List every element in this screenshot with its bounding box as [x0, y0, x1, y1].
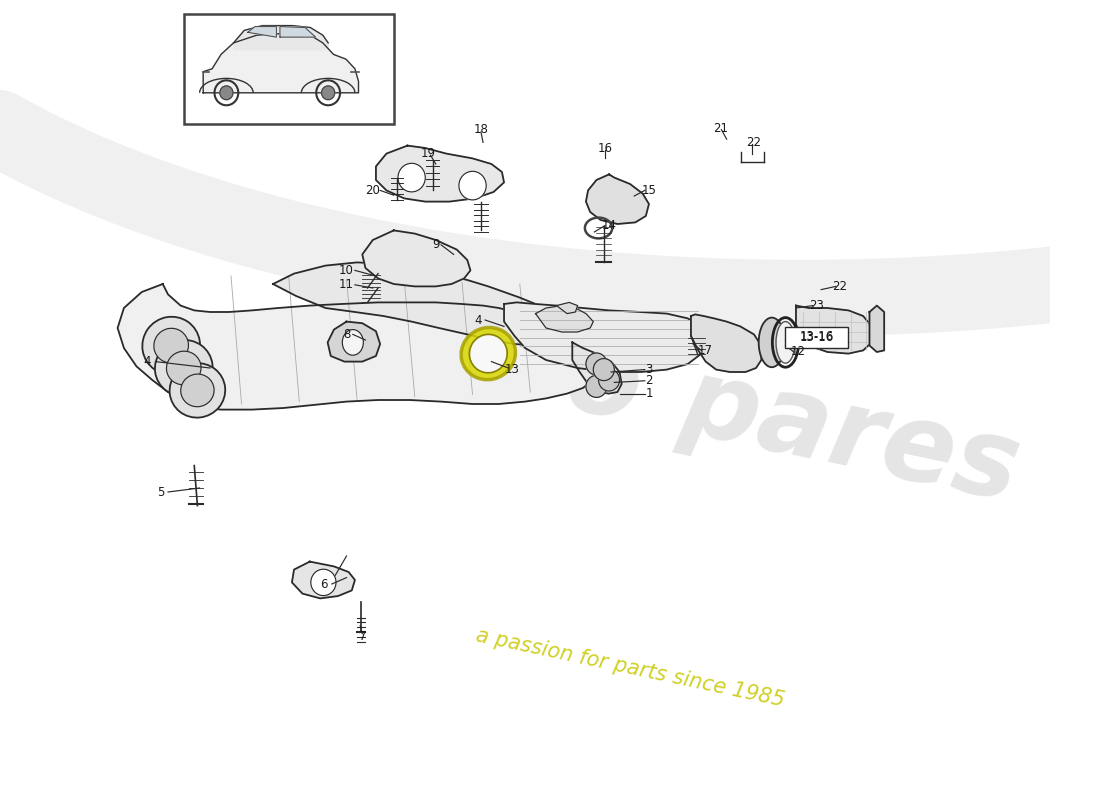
- Polygon shape: [362, 230, 471, 286]
- Text: 9: 9: [432, 238, 440, 250]
- Polygon shape: [869, 306, 884, 352]
- Text: 4: 4: [143, 355, 151, 368]
- Ellipse shape: [169, 363, 226, 418]
- Polygon shape: [280, 26, 316, 37]
- Text: 17: 17: [698, 344, 713, 357]
- Text: 20: 20: [365, 184, 381, 197]
- Text: 22: 22: [747, 136, 761, 149]
- Ellipse shape: [180, 374, 214, 406]
- Text: 4: 4: [474, 314, 482, 326]
- Text: 10: 10: [339, 264, 354, 277]
- Text: 11: 11: [339, 278, 354, 291]
- Polygon shape: [572, 342, 621, 394]
- Text: 16: 16: [597, 142, 613, 154]
- Polygon shape: [691, 314, 761, 372]
- Circle shape: [598, 369, 619, 391]
- Polygon shape: [796, 306, 871, 354]
- Ellipse shape: [470, 334, 507, 373]
- Polygon shape: [292, 562, 355, 598]
- Text: 6: 6: [320, 578, 327, 590]
- Text: 1: 1: [646, 387, 652, 400]
- Text: 2: 2: [646, 374, 652, 387]
- Circle shape: [459, 171, 486, 200]
- Circle shape: [311, 570, 336, 595]
- Bar: [785, 327, 848, 348]
- Text: 13: 13: [505, 363, 520, 376]
- Polygon shape: [204, 34, 359, 93]
- Text: 15: 15: [641, 184, 657, 197]
- Text: 3: 3: [646, 363, 652, 376]
- Polygon shape: [328, 322, 381, 362]
- Text: 21: 21: [713, 122, 728, 134]
- Polygon shape: [233, 26, 328, 50]
- Ellipse shape: [166, 351, 201, 385]
- Text: 13-16: 13-16: [800, 331, 834, 344]
- Ellipse shape: [776, 322, 795, 363]
- Ellipse shape: [154, 328, 188, 363]
- Text: 5: 5: [157, 486, 164, 498]
- Polygon shape: [118, 284, 596, 410]
- Bar: [184, 14, 394, 124]
- Circle shape: [220, 86, 233, 100]
- Circle shape: [586, 375, 607, 398]
- Polygon shape: [248, 26, 276, 37]
- Circle shape: [321, 86, 334, 100]
- Text: 23: 23: [810, 299, 824, 312]
- Ellipse shape: [342, 330, 363, 355]
- Text: 12: 12: [791, 346, 805, 358]
- Text: 22: 22: [833, 280, 848, 293]
- Circle shape: [398, 163, 426, 192]
- Circle shape: [593, 358, 614, 381]
- Polygon shape: [586, 174, 649, 224]
- Text: 14: 14: [602, 219, 617, 232]
- Text: a passion for parts since 1985: a passion for parts since 1985: [474, 626, 786, 710]
- Polygon shape: [536, 306, 593, 332]
- Polygon shape: [504, 302, 706, 372]
- Polygon shape: [376, 146, 504, 202]
- Polygon shape: [273, 262, 591, 346]
- Text: 19: 19: [421, 147, 436, 160]
- Polygon shape: [557, 302, 578, 314]
- Circle shape: [586, 353, 607, 375]
- Text: 7: 7: [359, 630, 366, 642]
- Ellipse shape: [759, 318, 785, 367]
- Ellipse shape: [142, 317, 200, 374]
- Text: 13-16: 13-16: [800, 330, 834, 342]
- Text: pares: pares: [672, 349, 1028, 523]
- Text: 8: 8: [343, 328, 350, 341]
- Text: 18: 18: [473, 123, 488, 136]
- Ellipse shape: [155, 340, 212, 396]
- Ellipse shape: [461, 327, 516, 380]
- Text: euro: euro: [356, 283, 651, 445]
